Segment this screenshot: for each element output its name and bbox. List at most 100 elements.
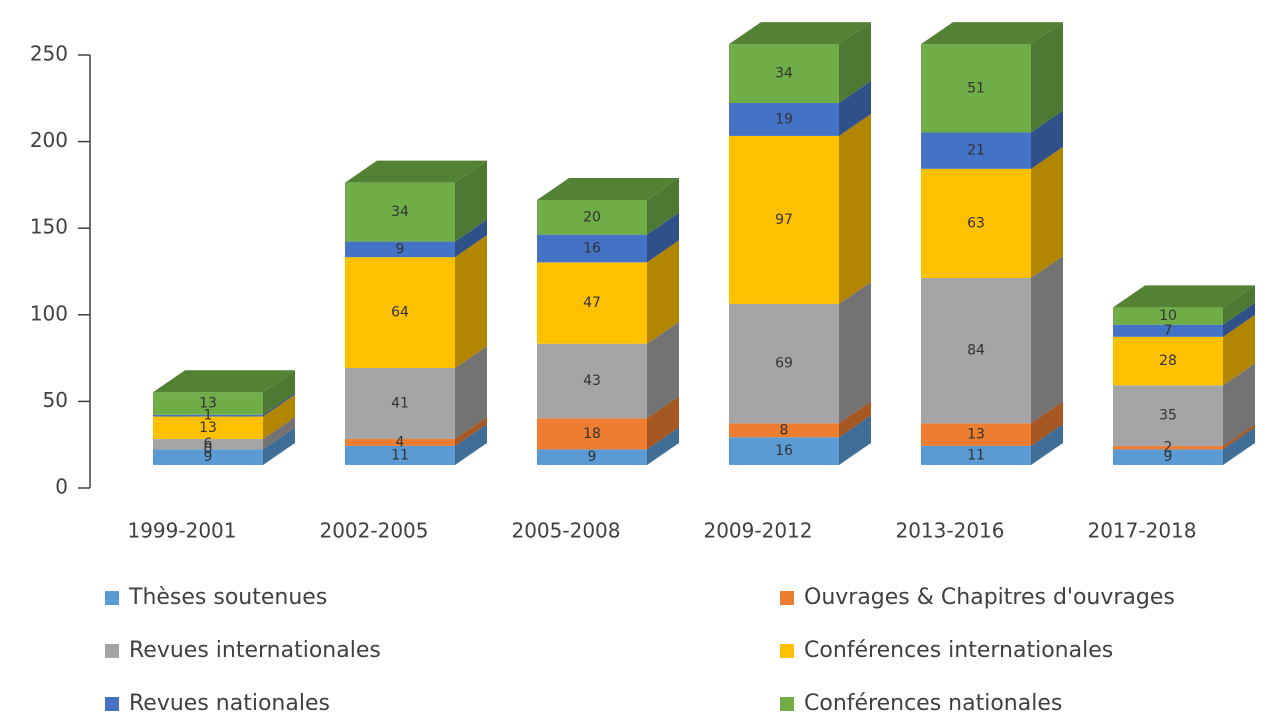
data-label: 51 [967,80,985,96]
data-label: 13 [967,427,985,443]
bar-side [263,427,295,465]
bar-segment [537,449,647,465]
bar-side [455,219,487,258]
bar-segment [153,392,263,415]
bar-side [839,281,871,424]
legend-swatch [780,591,794,605]
bar-side [1031,146,1063,278]
legend-label: Revues internationales [129,638,381,663]
bar-segment [729,423,839,438]
bar-side [1031,255,1063,424]
bar-side [1031,423,1063,465]
legend-swatch [780,644,794,658]
bar-segment [921,423,1031,446]
x-tick-label: 2009-2012 [703,519,812,543]
bar-segment [345,257,455,369]
data-label: 9 [588,449,597,465]
bar-segment [921,277,1031,424]
legend-swatch [780,697,794,711]
bar-side [263,417,295,450]
bar-segment [153,449,263,465]
bar-top [153,370,295,393]
data-label: 13 [199,396,217,412]
bar-side [839,401,871,438]
bar-side [455,346,487,440]
data-label: 13 [199,420,217,436]
data-label: 21 [967,143,985,159]
y-tick-label: 0 [55,475,68,499]
bar-side [455,417,487,446]
bar-segment [153,414,263,417]
bar-side [1223,285,1255,325]
bar-segment [729,44,839,104]
x-tick-label: 2005-2008 [511,519,620,543]
bar-side [263,392,295,417]
bar-side [647,321,679,419]
data-label: 2 [1164,440,1173,456]
data-label: 9 [396,241,405,257]
bar-segment [345,241,455,258]
bar-segment [729,437,839,465]
data-label: 34 [775,66,793,82]
data-label: 28 [1159,353,1177,369]
bar-side [1223,423,1255,450]
bar-segment [921,168,1031,278]
bar-side [263,370,295,415]
bar-top [345,160,487,183]
x-tick-label: 1999-2001 [127,519,236,543]
bar-side [1223,302,1255,337]
data-label: 35 [1159,408,1177,424]
legend-label: Ouvrages & Chapitres d'ouvrages [804,585,1175,610]
data-label: 10 [1159,308,1177,324]
bar-side [647,240,679,344]
bar-top [921,22,1063,45]
data-label: 20 [583,209,601,225]
bar-segment [729,135,839,304]
bar-side [1223,427,1255,465]
data-label: 43 [583,373,601,389]
y-tick-label: 150 [30,215,68,239]
data-label: 97 [775,212,793,228]
y-tick-label: 250 [30,42,68,66]
x-tick-label: 2002-2005 [319,519,428,543]
bar-segment [153,439,263,450]
bar-segment [1113,449,1223,465]
bar-side [1223,363,1255,446]
bar-side [839,415,871,465]
data-label: 64 [391,305,409,321]
bar-segment [537,200,647,235]
bar-segment [345,368,455,440]
legend-label: Conférences nationales [804,691,1062,716]
bar-segment [1113,445,1223,450]
data-label: 0 [204,441,213,457]
bar-segment [1113,336,1223,386]
data-label: 34 [391,204,409,220]
bar-side [647,396,679,450]
y-tick-label: 200 [30,128,68,152]
bar-side [647,178,679,235]
bar-side [839,113,871,304]
legend-label: Conférences internationales [804,638,1113,663]
legend-swatch [105,697,119,711]
bar-segment [1113,307,1223,325]
data-label: 11 [967,447,985,463]
bar-side [1031,110,1063,169]
bar-segment [537,262,647,344]
data-label: 9 [1164,449,1173,465]
x-tick-label: 2013-2016 [895,519,1004,543]
bar-segment [729,103,839,136]
bar-segment [1113,385,1223,446]
data-label: 16 [583,241,601,257]
bar-side [1223,314,1255,386]
data-label: 1 [204,408,213,424]
bar-side [455,423,487,465]
data-label: 63 [967,215,985,231]
bar-top [1113,285,1255,308]
x-tick-label: 2017-2018 [1087,519,1196,543]
bar-top [537,178,679,201]
bar-top [729,22,871,45]
bar-side [647,212,679,263]
data-label: 16 [775,443,793,459]
legend-label: Revues nationales [129,691,330,716]
